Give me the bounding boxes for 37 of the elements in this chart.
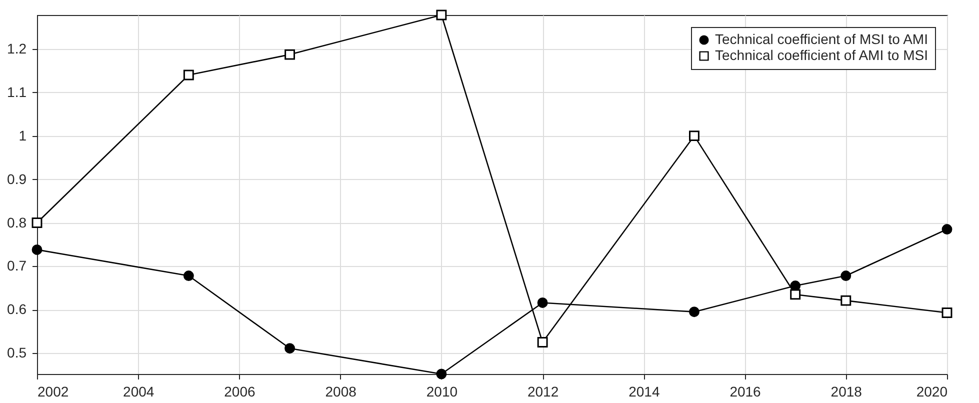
point: [942, 224, 952, 234]
point: [689, 306, 700, 318]
y-tick-label: 0.8: [7, 214, 27, 230]
x-tick-label: 2012: [527, 384, 559, 400]
y-tick-label: 1: [18, 127, 27, 144]
y-tick-label: 0.5: [7, 344, 27, 361]
point: [537, 298, 548, 308]
point: [436, 368, 447, 380]
point: [790, 289, 801, 300]
y-tick-label: 1.2: [7, 40, 27, 56]
point: [436, 10, 447, 20]
y-tick-label: 1.1: [7, 84, 27, 100]
point: [840, 270, 852, 281]
x-tick-label: 2020: [916, 384, 948, 400]
point: [284, 49, 295, 60]
legend-label: Technical coefficient of MSI to AMI: [715, 31, 928, 47]
point: [183, 270, 194, 281]
point: [689, 130, 700, 142]
x-tick-label: 2016: [730, 384, 762, 400]
x-tick-label: 2004: [123, 384, 154, 400]
point: [284, 343, 295, 354]
y-tick-label: 0.7: [7, 258, 27, 274]
point: [183, 70, 194, 80]
point: [32, 244, 42, 255]
x-tick-label: 2018: [830, 384, 862, 400]
y-tick-label: 0.9: [7, 170, 27, 187]
x-tick-label: 2006: [224, 384, 256, 400]
x-tick-label: 2014: [628, 384, 660, 400]
legend-label: Technical coefficient of AMI to MSI: [715, 47, 928, 63]
point: [32, 218, 42, 228]
x-tick-label: 2010: [426, 384, 458, 400]
point: [942, 307, 952, 318]
x-tick-label: 2002: [38, 384, 69, 400]
point: [537, 337, 548, 348]
y-tick-label: 0.6: [7, 301, 27, 318]
x-tick-label: 2008: [325, 384, 357, 400]
point: [840, 295, 852, 306]
